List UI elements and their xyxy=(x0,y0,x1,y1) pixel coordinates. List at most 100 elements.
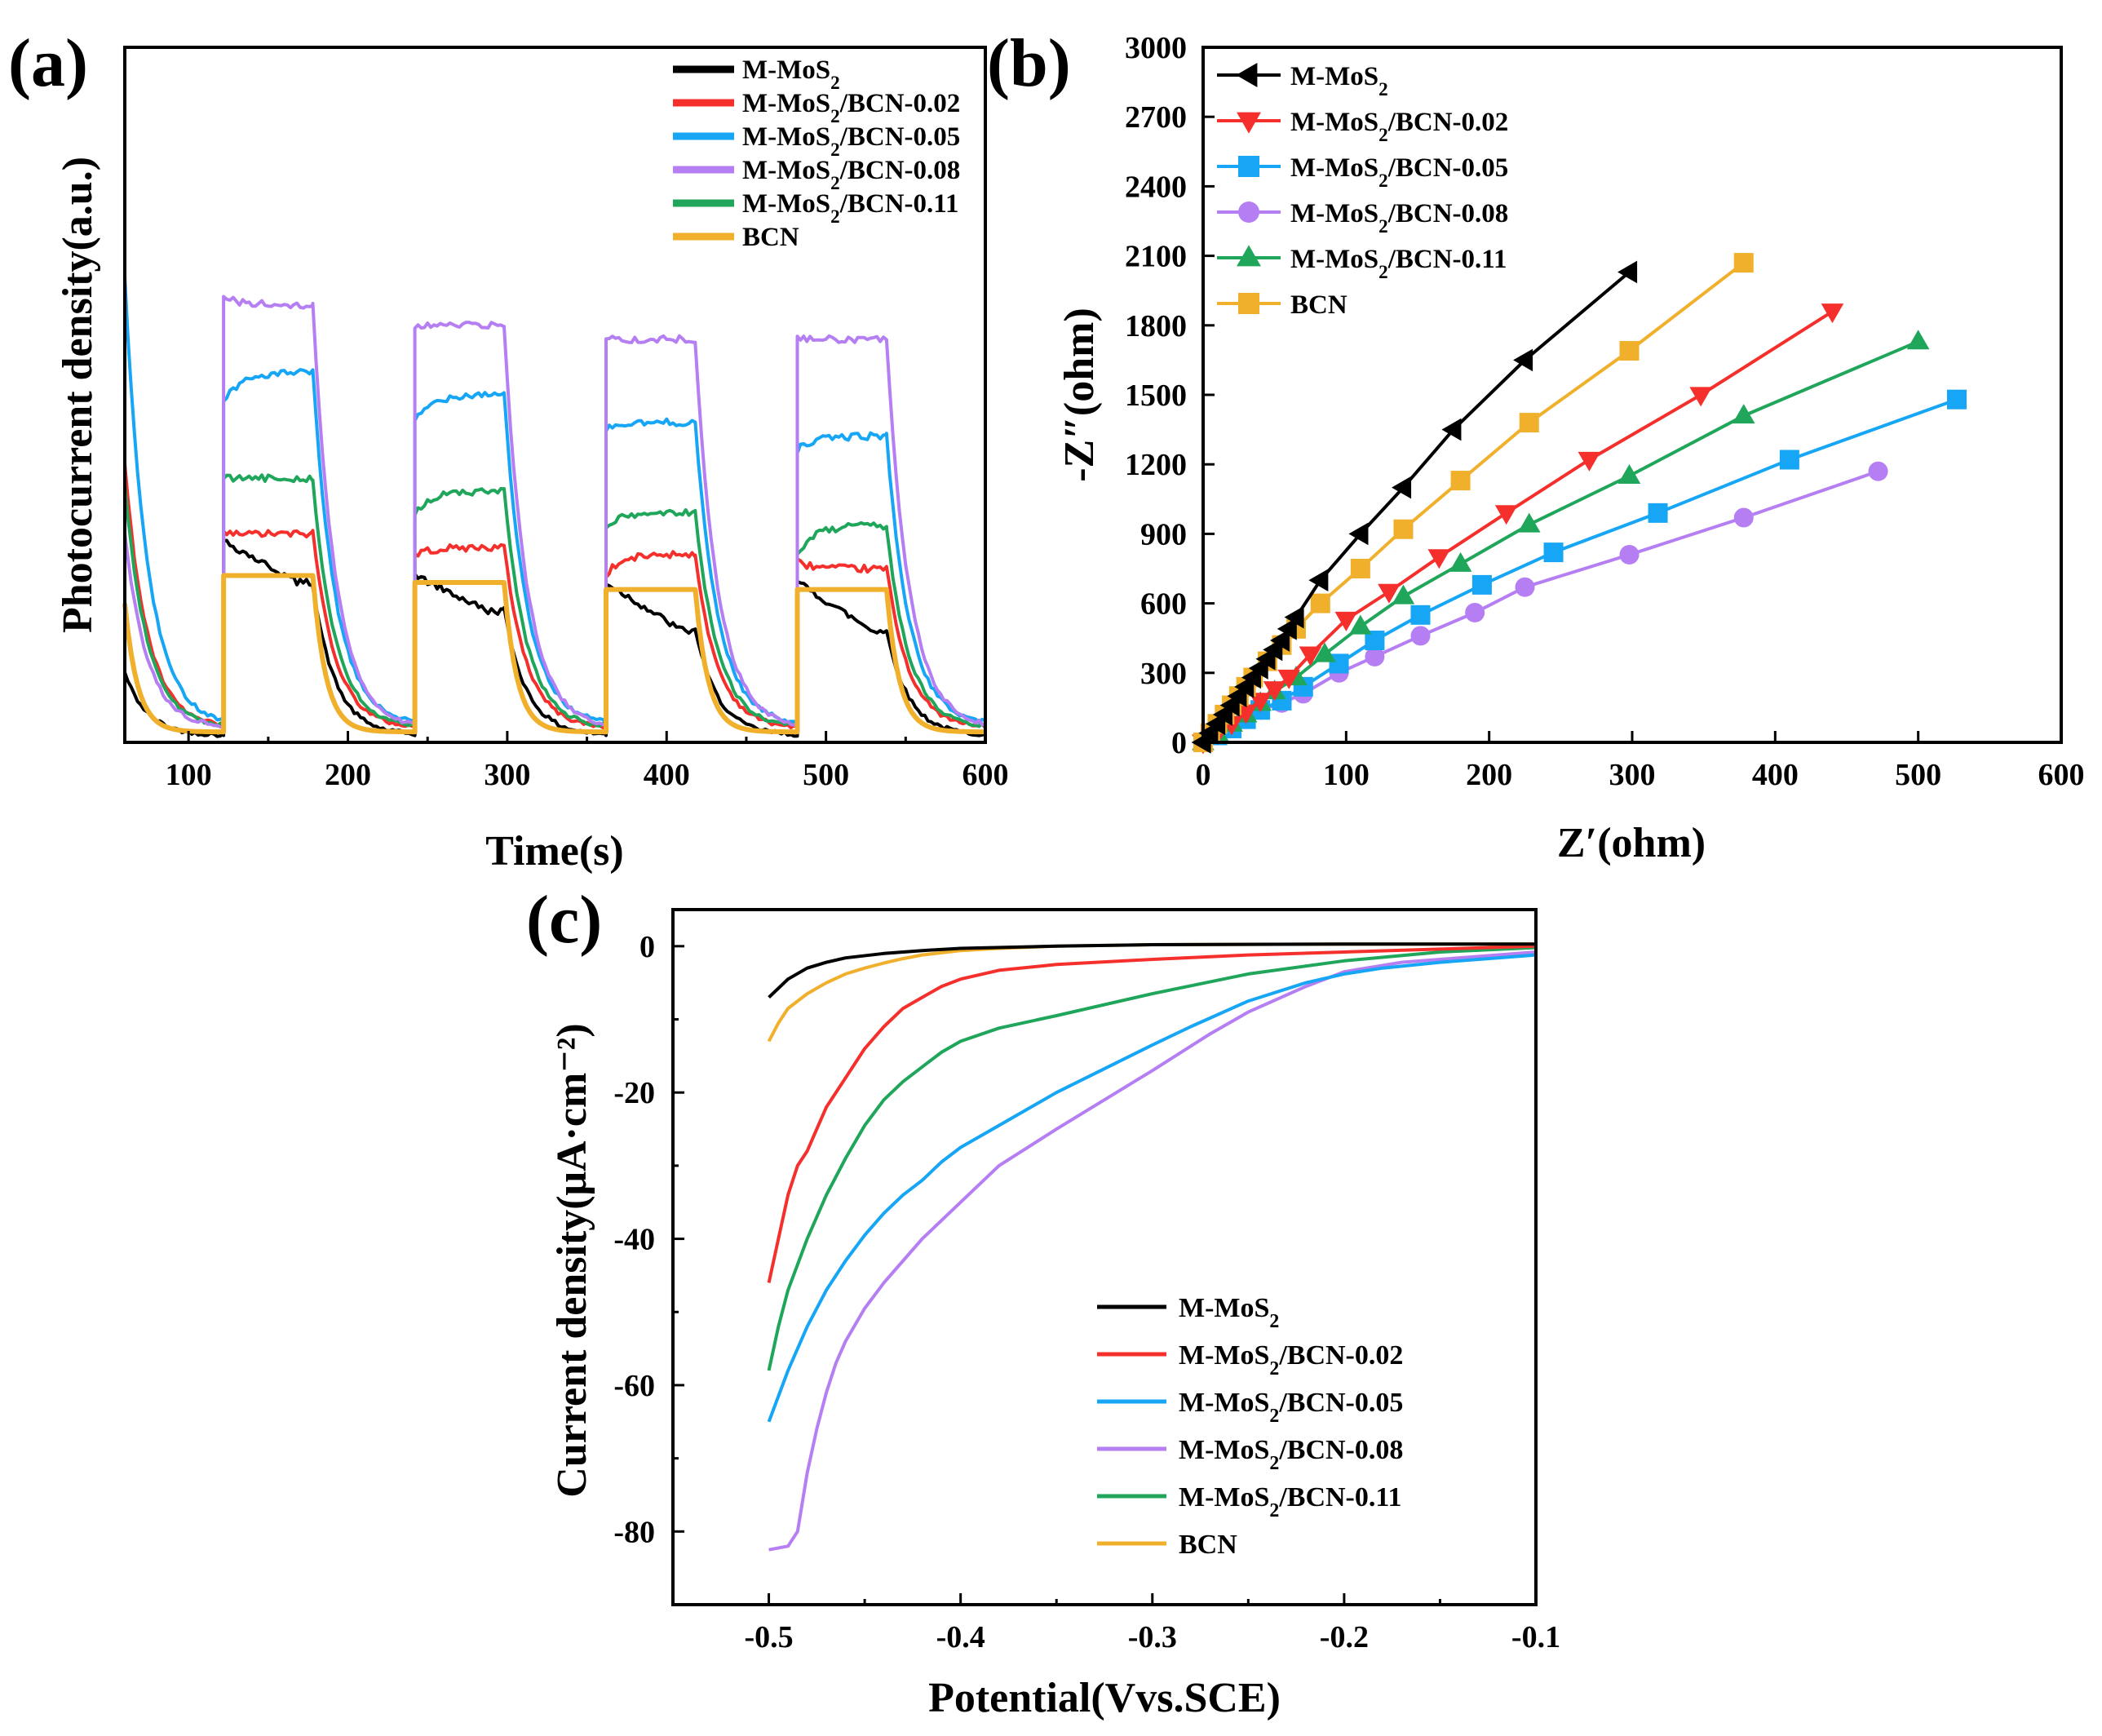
x-tick-label: 600 xyxy=(2038,758,2085,792)
legend-label-subscript: 2 xyxy=(830,105,840,126)
x-tick-label: -0.4 xyxy=(936,1620,985,1654)
panel-b-x-axis-title: Z′(ohm) xyxy=(1557,820,1706,866)
legend-label-m-mos2-bcn-0-05: M-MoS2/BCN-0.05 xyxy=(1179,1388,1403,1427)
x-tick-label: 0 xyxy=(1196,758,1211,792)
panel-c-x-ticks: -0.5 -0.4 -0.3 -0.2 -0.1 xyxy=(671,1593,1560,1654)
legend-label-main: M-MoS xyxy=(1179,1435,1269,1465)
legend-label-main: M-MoS xyxy=(1179,1340,1269,1371)
legend-label-main: M-MoS xyxy=(742,156,830,185)
legend-label-subscript: 2 xyxy=(1269,1311,1279,1332)
panel-c-y-ticks: 0 -20 -40 -60 -80 xyxy=(613,930,684,1606)
legend-label-m-mos2-bcn-0-02: M-MoS2/BCN-0.02 xyxy=(742,89,960,126)
legend-label-suffix: /BCN-0.05 xyxy=(1387,153,1509,183)
legend-label-m-mos2-bcn-0-11: M-MoS2/BCN-0.11 xyxy=(1290,245,1507,282)
x-tick-label: 300 xyxy=(1609,758,1656,792)
x-tick-label: -0.1 xyxy=(1511,1620,1560,1654)
data-point-m-mos2-bcn-0-02 xyxy=(1299,646,1322,666)
data-point-m-mos2 xyxy=(1617,260,1638,284)
data-point-m-mos2-bcn-0-02 xyxy=(1427,549,1451,569)
data-point-m-mos2-bcn-0-02 xyxy=(1378,583,1401,604)
panel-a-y-axis-title: Photocurrent density(a.u.) xyxy=(55,157,101,633)
legend-label-main: BCN xyxy=(1290,290,1347,320)
y-tick-label: 600 xyxy=(1140,587,1187,622)
y-tick-label: 2400 xyxy=(1125,170,1187,204)
legend-label-main: BCN xyxy=(1179,1530,1237,1560)
panel-c-legend: M-MoS2M-MoS2/BCN-0.02M-MoS2/BCN-0.05M-Mo… xyxy=(1097,1293,1403,1560)
legend-label-suffix: /BCN-0.11 xyxy=(1278,1482,1401,1512)
legend-swatch-marker-bcn xyxy=(1238,293,1259,314)
legend-label-suffix: /BCN-0.02 xyxy=(1387,108,1509,137)
y-tick-label: 3000 xyxy=(1125,31,1187,65)
y-tick-label: 1800 xyxy=(1125,309,1187,343)
legend-label-main: M-MoS xyxy=(1179,1293,1269,1323)
data-point-bcn xyxy=(1519,413,1539,433)
x-tick-label: 500 xyxy=(803,758,849,792)
legend-label-suffix: /BCN-0.08 xyxy=(1278,1435,1403,1465)
legend-label-main: M-MoS xyxy=(742,122,830,152)
data-point-m-mos2-bcn-0-05 xyxy=(1947,389,1967,410)
y-tick-label: 2700 xyxy=(1125,100,1187,135)
legend-label-subscript: 2 xyxy=(1269,1500,1279,1521)
legend-label-suffix: /BCN-0.05 xyxy=(839,122,961,152)
data-point-m-mos2-bcn-0-08 xyxy=(1365,646,1385,666)
legend-label-m-mos2-bcn-0-08: M-MoS2/BCN-0.08 xyxy=(1290,199,1508,237)
data-point-m-mos2-bcn-0-08 xyxy=(1465,602,1485,622)
data-point-m-mos2-bcn-0-11 xyxy=(1313,642,1336,662)
x-tick-label: -0.2 xyxy=(1320,1620,1369,1654)
panel-a-series-group xyxy=(122,276,987,738)
panel-c-y-axis-title: Current density(μA·cm⁻²) xyxy=(549,1023,595,1497)
x-tick-label: 600 xyxy=(962,758,1009,792)
y-tick-label: -40 xyxy=(613,1223,655,1257)
data-point-m-mos2 xyxy=(1392,476,1412,499)
legend-swatch-marker-m-mos2-bcn-0-11 xyxy=(1237,245,1261,267)
series-line-m-mos2-bcn-0-08 xyxy=(768,950,1537,1552)
x-tick-label: 400 xyxy=(1752,758,1799,792)
series-line-m-mos2-bcn-0-05 xyxy=(123,276,986,727)
legend-label-main: M-MoS xyxy=(1290,199,1378,228)
panel-b-series-group xyxy=(1191,253,1967,755)
panel-a-x-ticks: 100 200 300 400 500 600 xyxy=(166,731,1009,792)
legend-label-suffix: /BCN-0.11 xyxy=(839,189,959,219)
legend-label-suffix: /BCN-0.02 xyxy=(839,89,961,118)
data-point-m-mos2-bcn-0-08 xyxy=(1619,544,1640,565)
panel-c-label: (c) xyxy=(526,882,602,958)
x-tick-label: 200 xyxy=(325,758,371,792)
panel-a-axes-frame xyxy=(123,46,987,744)
panel-a-x-axis-title: Time(s) xyxy=(485,828,623,875)
data-point-m-mos2-bcn-0-11 xyxy=(1732,404,1755,424)
data-point-m-mos2-bcn-0-02 xyxy=(1689,387,1712,407)
data-point-m-mos2 xyxy=(1270,629,1290,652)
series-line-m-mos2-bcn-0-08 xyxy=(123,294,986,730)
x-tick-label: 100 xyxy=(166,758,212,792)
legend-label-main: M-MoS xyxy=(1179,1482,1269,1512)
panel-b-label: (b) xyxy=(987,25,1071,101)
legend-label-main: M-MoS xyxy=(1290,153,1378,183)
series-line-m-mos2-bcn-0-02 xyxy=(767,944,1537,1283)
data-point-bcn xyxy=(1310,593,1330,613)
legend-label-subscript: 2 xyxy=(1378,261,1388,282)
legend-label-subscript: 2 xyxy=(830,206,840,227)
legend-label-suffix: /BCN-0.08 xyxy=(839,156,961,185)
data-point-m-mos2-bcn-0-05 xyxy=(1410,604,1431,625)
series-line-m-mos2 xyxy=(768,942,1536,999)
legend-label-m-mos2-bcn-0-11: M-MoS2/BCN-0.11 xyxy=(742,189,958,227)
legend-label-m-mos2-bcn-0-11: M-MoS2/BCN-0.11 xyxy=(1179,1482,1402,1521)
legend-label-subscript: 2 xyxy=(1378,170,1388,191)
data-point-m-mos2-bcn-0-11 xyxy=(1517,512,1541,533)
data-point-m-mos2-bcn-0-08 xyxy=(1515,577,1535,597)
y-tick-label: 0 xyxy=(639,930,655,964)
data-point-m-mos2-bcn-0-02 xyxy=(1277,669,1300,689)
panel-a-label: (a) xyxy=(8,25,88,101)
legend-swatch-marker-m-mos2 xyxy=(1236,63,1258,87)
legend-label-main: M-MoS xyxy=(742,189,830,219)
series-line-m-mos2-bcn-0-05 xyxy=(767,953,1537,1423)
legend-label-main: BCN xyxy=(742,223,799,252)
legend-label-m-mos2: M-MoS2 xyxy=(1290,62,1388,100)
data-point-m-mos2-bcn-0-11 xyxy=(1617,464,1641,484)
panel-a-legend: M-MoS2M-MoS2/BCN-0.02M-MoS2/BCN-0.05M-Mo… xyxy=(673,55,960,252)
series-line-m-mos2-bcn-0-02 xyxy=(123,463,987,730)
data-point-m-mos2 xyxy=(1348,522,1369,546)
y-tick-label: -20 xyxy=(613,1076,655,1110)
panel-c-x-axis-title: Potential(Vvs.SCE) xyxy=(928,1675,1281,1721)
